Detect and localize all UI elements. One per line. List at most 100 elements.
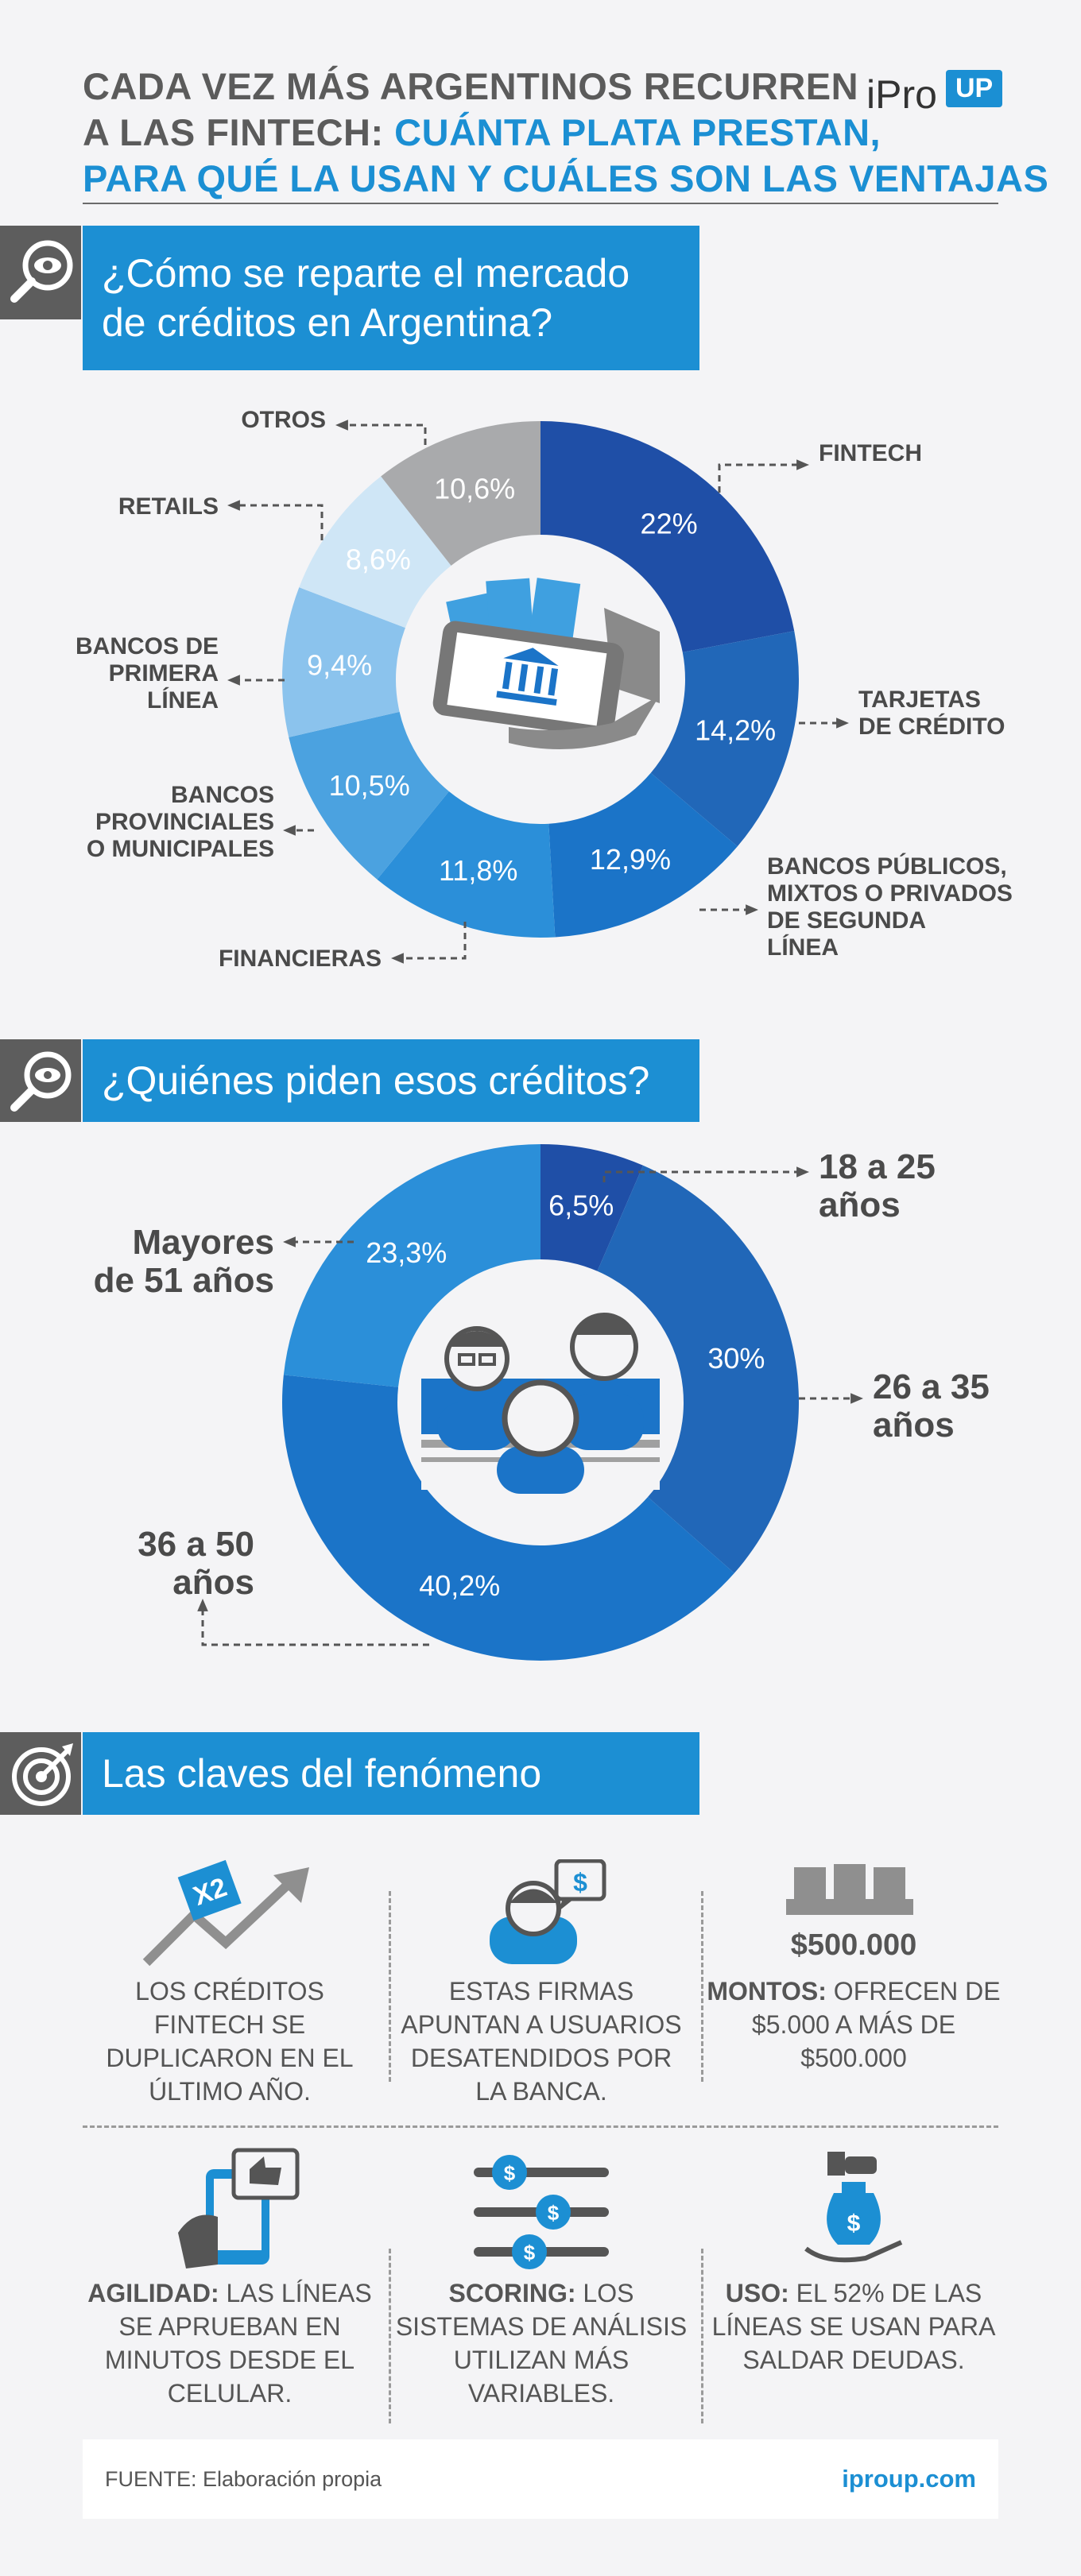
phone-money-icon [401, 540, 680, 818]
key-3-body: OFRECEN DE $5.000 A MÁS DE $500.000 [751, 1977, 1001, 2072]
people-icon [405, 1267, 676, 1537]
donut-slice [281, 587, 405, 737]
arrowhead [227, 675, 240, 686]
keys-row-2: AGILIDAD: LAS LÍNEAS SE APRUEBAN EN MINU… [83, 2145, 998, 2431]
key-5-text: SCORING: LOS SISTEMAS DE ANÁLISIS UTILIZ… [394, 2276, 688, 2410]
donut-slice [548, 772, 738, 938]
arrowhead [850, 1393, 863, 1404]
arrowhead [335, 420, 348, 431]
key-item-6: $ USO: EL 52% DE LAS LÍNEAS SE USAN PARA… [707, 2145, 1001, 2377]
slice-value-label: 8,6% [346, 543, 411, 576]
row-divider [83, 2125, 998, 2128]
category-label: 26 a 35 [873, 1367, 990, 1406]
divider [701, 2249, 703, 2423]
category-label: BANCOS [171, 782, 274, 808]
category-label: MIXTOS O PRIVADOS [767, 880, 1013, 907]
category-label: FINANCIERAS [219, 946, 382, 972]
category-label: DE CRÉDITO [858, 713, 1005, 740]
target-icon [12, 1743, 73, 1806]
slice-value-label: 14,2% [695, 714, 776, 747]
phone-thumbs-up-icon [178, 2148, 300, 2269]
key-1-text: LOS CRÉDITOS FINTECH SE DUPLICARON EN EL… [83, 1975, 377, 2108]
slice-value-label: 10,6% [434, 472, 515, 505]
section3-title: Las claves del fenómeno [102, 1751, 542, 1796]
donut-slice [299, 476, 451, 629]
divider [701, 1891, 703, 2082]
section3-icon-box [0, 1732, 81, 1815]
money-stack-icon: $500.000 [786, 1864, 916, 1962]
slice-value-label: 12,9% [590, 843, 671, 876]
person-speech-dollar-icon: $ [490, 1859, 606, 1964]
title-line-2: A LAS FINTECH: CUÁNTA PLATA PRESTAN, [83, 110, 1048, 156]
key-item-4: AGILIDAD: LAS LÍNEAS SE APRUEBAN EN MINU… [83, 2145, 377, 2410]
growth-arrow-x2-icon: X2 [142, 1859, 309, 1967]
section1-icon-box [0, 226, 81, 319]
slice-value-label: 22% [641, 508, 698, 540]
title-line-3: PARA QUÉ LA USAN Y CUÁLES SON LAS VENTAJ… [83, 157, 1049, 199]
category-label: O MUNICIPALES [87, 836, 274, 862]
slice-value-label: 23,3% [366, 1236, 447, 1269]
category-label: FINTECH [819, 440, 922, 466]
key-item-1: X2 LOS CRÉDITOS FINTECH SE DUPLICARON EN… [83, 1859, 377, 2108]
leader-line [340, 424, 427, 445]
donut-slice [289, 711, 449, 880]
slice-value-label: 11,8% [439, 854, 517, 887]
divider [389, 1891, 391, 2082]
keys-row-1: X2 LOS CRÉDITOS FINTECH SE DUPLICARON EN… [83, 1859, 1001, 2106]
slice-value-label: 6,5% [548, 1189, 614, 1222]
donut-slice [540, 421, 795, 652]
category-label: BANCOS PÚBLICOS, [767, 853, 1007, 880]
leader-line [232, 504, 324, 540]
category-label: PRIMERA [109, 660, 219, 687]
arrowhead [283, 825, 296, 836]
title-line-1: CADA VEZ MÁS ARGENTINOS RECURREN [83, 65, 859, 107]
key-4-body: LAS LÍNEAS SE APRUEBAN EN MINUTOS DESDE … [104, 2279, 372, 2408]
key-3-text: MONTOS: OFRECEN DE $5.000 A MÁS DE $500.… [707, 1975, 1001, 2075]
arrowhead [796, 1166, 809, 1178]
leader-line [396, 922, 467, 960]
footer-site-link[interactable]: iproup.com [842, 2465, 976, 2493]
title-line-2-gray: A LAS FINTECH: [83, 111, 384, 153]
donut-slice [381, 421, 540, 566]
section1-title-line1: ¿Cómo se reparte el mercado [102, 251, 630, 296]
leader-line [602, 1170, 804, 1182]
slice-value-label: 40,2% [419, 1569, 500, 1602]
donut-slice [540, 1144, 644, 1271]
footer-source: FUENTE: Elaboración propia [105, 2466, 382, 2491]
slice-value-label: 30% [707, 1342, 765, 1375]
eye-magnifier-icon [10, 240, 73, 303]
category-label: de 51 años [94, 1261, 274, 1300]
key-5-body: LOS SISTEMAS DE ANÁLISIS UTILIZAN MÁS VA… [395, 2279, 688, 2408]
arrowhead [283, 1236, 296, 1247]
category-label: años [873, 1406, 955, 1445]
section3-title-bar: Las claves del fenómeno [83, 1732, 699, 1815]
section2-title: ¿Quiénes piden esos créditos? [102, 1058, 650, 1103]
key-6-bold: USO: [725, 2279, 789, 2307]
section2-title-bar: ¿Quiénes piden esos créditos? [83, 1039, 699, 1122]
divider [389, 2249, 391, 2423]
slice-value-label: 10,5% [329, 769, 410, 802]
key-5-bold: SCORING: [448, 2279, 576, 2307]
donut-slice [650, 631, 799, 847]
category-label: 36 a 50 [138, 1525, 254, 1564]
category-label: PROVINCIALES [95, 809, 274, 835]
eye-magnifier-icon [10, 1051, 72, 1112]
arrowhead [197, 1599, 208, 1611]
footer: FUENTE: Elaboración propia iproup.com [83, 2439, 998, 2519]
money-bag-hand-icon: $ [804, 2152, 903, 2263]
donut-slice [597, 1165, 799, 1573]
category-label: BANCOS DE [76, 633, 219, 659]
logo-text: iPro [866, 72, 937, 117]
scoring-sliders-icon: $ $ $ [474, 2155, 609, 2269]
title-line-2-blue: CUÁNTA PLATA PRESTAN, [383, 111, 881, 153]
logo-badge: UP [946, 70, 1003, 107]
dollar-sign: $ [847, 2210, 861, 2237]
section1-title-line2: de créditos en Argentina? [102, 300, 553, 345]
header-divider [83, 203, 998, 204]
arrowhead [836, 717, 849, 729]
arrowhead [227, 500, 240, 511]
section1-title-bar: ¿Cómo se reparte el mercado de créditos … [83, 226, 699, 370]
dollar-sign: $ [504, 2161, 516, 2185]
dollar-sign: $ [524, 2241, 536, 2265]
leader-line [201, 1603, 429, 1646]
